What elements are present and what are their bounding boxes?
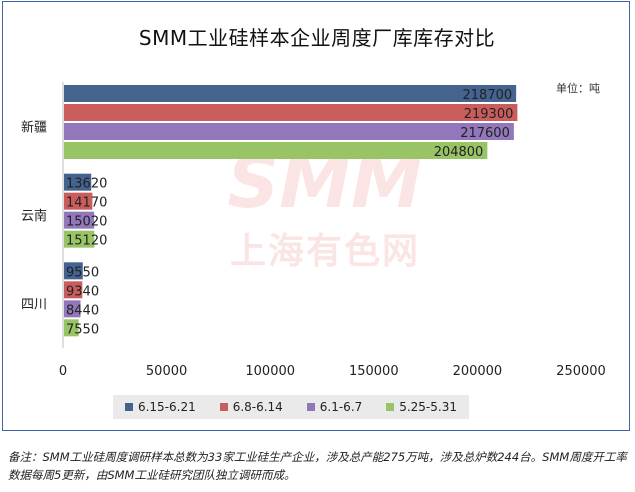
bar xyxy=(64,192,93,210)
data-label: 219300 xyxy=(464,107,514,122)
data-label: 9550 xyxy=(66,265,99,280)
x-tick-label: 250000 xyxy=(556,364,606,379)
footnote: 备注：SMM工业硅周度调研样本总数为33家工业硅生产企业，涉及总产能275万吨，… xyxy=(8,450,627,482)
data-label: 14170 xyxy=(66,196,107,211)
bar xyxy=(64,300,81,318)
bar xyxy=(64,262,83,280)
legend-swatch xyxy=(219,403,228,411)
legend-swatch xyxy=(124,403,133,411)
category-label: 新疆 xyxy=(21,119,47,135)
data-label: 217600 xyxy=(460,126,510,141)
chart-title: SMM工业硅样本企业周度厂库库存对比 xyxy=(138,26,496,50)
x-tick-label: 150000 xyxy=(349,364,399,379)
data-label: 13620 xyxy=(66,177,107,192)
legend-swatch xyxy=(306,403,315,411)
data-label: 204800 xyxy=(434,145,484,160)
legend-label: 6.15-6.21 xyxy=(137,400,196,414)
data-label: 8440 xyxy=(66,303,99,318)
bar xyxy=(64,319,79,337)
legend-item: 6.8-6.14 xyxy=(219,400,283,414)
unit-label: 单位：吨 xyxy=(556,82,600,95)
bar xyxy=(64,281,83,299)
bar xyxy=(64,104,518,121)
chart-frame: SMM工业硅样本企业周度厂库库存对比 单位：吨 SMM 上海有色网 新疆 2187… xyxy=(2,1,630,431)
bar xyxy=(64,211,95,229)
legend-item: 6.1-6.7 xyxy=(306,400,363,414)
category-label: 云南 xyxy=(21,208,47,224)
bar-chart: 新疆 218700 219300 217600 204800 云南 13620 14170 15… xyxy=(21,82,606,379)
legend-label: 6.1-6.7 xyxy=(319,400,363,414)
bar xyxy=(64,230,95,248)
x-tick-label: 200000 xyxy=(453,364,503,379)
category-label: 四川 xyxy=(21,298,47,313)
legend-label: 6.8-6.14 xyxy=(232,400,283,414)
x-tick-label: 50000 xyxy=(146,364,187,379)
bar xyxy=(64,85,517,102)
data-label: 218700 xyxy=(463,88,513,103)
bar xyxy=(64,123,514,140)
legend-label: 5.25-5.31 xyxy=(399,400,457,414)
watermark-text: 上海有色网 xyxy=(229,231,420,272)
x-tick-label: 100000 xyxy=(245,364,295,379)
bar xyxy=(64,173,92,191)
data-label: 9340 xyxy=(66,284,99,299)
legend-item: 5.25-5.31 xyxy=(386,400,457,414)
legend: 6.15-6.21 6.8-6.14 6.1-6.7 5.25-5.31 xyxy=(113,395,469,419)
legend-item: 6.15-6.21 xyxy=(124,400,196,414)
data-label: 15120 xyxy=(66,234,107,249)
legend-swatch xyxy=(386,403,395,411)
x-tick-label: 0 xyxy=(59,364,67,379)
data-label: 7550 xyxy=(66,322,99,337)
data-label: 15020 xyxy=(66,215,107,230)
bar xyxy=(64,142,488,159)
